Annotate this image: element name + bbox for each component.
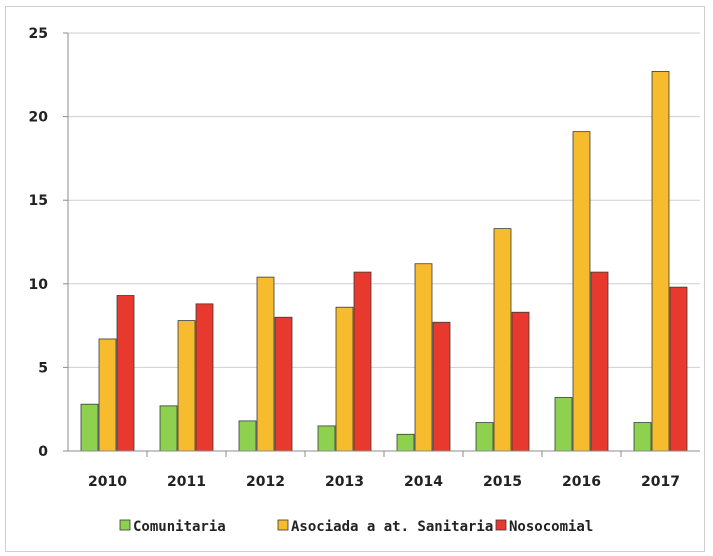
bar-nosocomial-2012 bbox=[274, 316, 293, 452]
bar-comunitaria-2016 bbox=[554, 397, 573, 452]
bar-comunitaria-2014 bbox=[396, 433, 415, 452]
y-tick-label: 0 bbox=[38, 444, 48, 460]
x-tick-label: 2012 bbox=[246, 474, 285, 490]
axes bbox=[63, 32, 700, 457]
bar-nosocomial-2010 bbox=[116, 295, 135, 452]
bar-asociada-a-at-sanitaria-2010 bbox=[98, 338, 117, 452]
bar-comunitaria-2013 bbox=[317, 425, 336, 452]
y-tick-label: 25 bbox=[29, 26, 48, 42]
x-tick-label: 2013 bbox=[325, 474, 364, 490]
bar-nosocomial-2015 bbox=[511, 311, 530, 452]
x-tick-label: 2011 bbox=[167, 474, 206, 490]
legend-swatch bbox=[119, 519, 131, 531]
bar-nosocomial-2016 bbox=[590, 271, 609, 452]
bar-asociada-a-at-sanitaria-2016 bbox=[572, 131, 591, 452]
bar-nosocomial-2014 bbox=[432, 321, 451, 452]
bar-nosocomial-2017 bbox=[669, 286, 688, 452]
legend-swatch bbox=[495, 519, 507, 531]
x-tick-label: 2017 bbox=[641, 474, 680, 490]
bar-comunitaria-2015 bbox=[475, 422, 494, 452]
tick-labels: 0 5 10 15 20 25 2010 2011 2012 2013 2014 2015 2016 20… bbox=[29, 26, 680, 490]
bar-asociada-a-at-sanitaria-2017 bbox=[651, 71, 670, 452]
bar-asociada-a-at-sanitaria-2011 bbox=[177, 320, 196, 452]
bar-comunitaria-2010 bbox=[80, 403, 99, 452]
y-tick-label: 15 bbox=[29, 193, 48, 209]
x-tick-label: 2010 bbox=[88, 474, 127, 490]
bars bbox=[80, 71, 688, 452]
legend: Comunitaria Asociada a at. Sanitaria Nosoc… bbox=[119, 519, 593, 535]
bar-comunitaria-2017 bbox=[633, 422, 652, 452]
legend-label: Comunitaria bbox=[133, 519, 226, 535]
bar-asociada-a-at-sanitaria-2014 bbox=[414, 263, 433, 452]
bar-asociada-a-at-sanitaria-2015 bbox=[493, 228, 512, 452]
legend-label: Asociada a at. Sanitaria bbox=[291, 519, 493, 535]
bar-comunitaria-2011 bbox=[159, 405, 178, 452]
bar-asociada-a-at-sanitaria-2013 bbox=[335, 306, 354, 452]
x-tick-label: 2016 bbox=[562, 474, 601, 490]
bar-nosocomial-2013 bbox=[353, 271, 372, 452]
bar-asociada-a-at-sanitaria-2012 bbox=[256, 276, 275, 452]
y-tick-label: 10 bbox=[29, 277, 49, 293]
legend-swatch bbox=[277, 519, 289, 531]
bar-comunitaria-2012 bbox=[238, 420, 257, 452]
y-tick-label: 5 bbox=[38, 360, 48, 376]
y-tick-label: 20 bbox=[29, 110, 49, 126]
legend-label: Nosocomial bbox=[509, 519, 593, 535]
bar-nosocomial-2011 bbox=[195, 303, 214, 452]
x-tick-label: 2015 bbox=[483, 474, 522, 490]
x-tick-label: 2014 bbox=[404, 474, 443, 490]
